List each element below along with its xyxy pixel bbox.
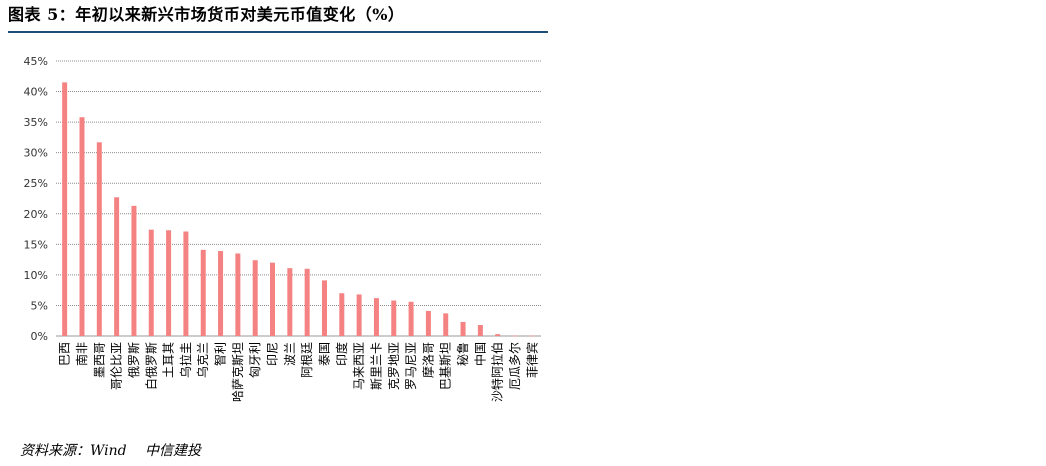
x-category-label: 秘鲁 [456,342,470,366]
y-tick-label: 45% [24,55,48,68]
y-tick-label: 10% [24,269,48,282]
bar-8 [200,249,206,336]
x-category-label: 巴基斯坦 [439,342,453,390]
bar-chart: 0% 5% 10% 15% 20% 25% 30% 35% 40% 45% 巴西 南非 墨西哥 哥伦比亚… [24,55,541,402]
bar-20 [408,301,414,336]
x-category-label: 斯里兰卡 [369,342,383,390]
y-tick-label: 35% [24,116,48,129]
bar-13 [287,268,293,336]
y-tick-label: 30% [24,147,48,160]
y-axis-ticks: 0% 5% 10% 15% 20% 25% 30% 35% 40% 45% [24,55,48,343]
x-category-label: 印度 [334,342,349,366]
bar-15 [321,280,327,336]
y-tick-label: 15% [24,238,48,251]
x-category-label: 乌拉圭 [178,342,193,378]
bar-11 [252,260,258,336]
bar-7 [183,231,189,336]
bar-14 [304,268,310,336]
x-category-label: 南非 [74,342,89,366]
bar-23 [460,321,466,336]
bar-18 [373,298,379,336]
x-category-label: 墨西哥 [92,342,106,378]
y-tick-label: 0% [31,330,48,343]
y-tick-label: 5% [31,299,48,312]
bars [62,82,535,337]
bar-22 [443,313,449,336]
x-category-label: 沙特阿拉伯 [490,342,505,402]
x-category-label: 土耳其 [162,342,176,378]
bar-16 [339,293,345,336]
x-category-label: 匈牙利 [248,342,262,378]
x-category-label: 白俄罗斯 [143,342,158,390]
bar-19 [391,300,397,336]
x-category-label: 阿根廷 [300,342,314,378]
x-category-label: 克罗地亚 [387,342,401,390]
bar-2 [96,142,102,336]
bar-24 [477,325,483,336]
x-category-label: 哈萨克斯坦 [231,342,245,402]
bar-12 [270,262,276,336]
x-category-label: 摩洛哥 [420,342,435,378]
x-category-label: 哥伦比亚 [109,342,124,390]
x-category-label: 菲律宾 [524,342,539,378]
x-category-label: 泰国 [317,342,331,366]
x-category-label: 马来西亚 [352,342,366,390]
title-divider [8,31,548,33]
x-category-label: 厄瓜多尔 [507,342,522,390]
x-category-label: 罗马尼亚 [404,342,418,390]
chart-title: 图表 5：年初以来新兴市场货币对美元币值变化（%） [8,5,405,24]
y-tick-label: 20% [24,208,48,221]
bar-3 [114,197,120,336]
x-category-label: 智利 [213,342,228,366]
x-axis-labels: 巴西 南非 墨西哥 哥伦比亚 俄罗斯 白俄罗斯 土耳其 乌拉圭 乌克兰 智利 哈萨克斯坦 匈牙利 印尼波… [58,342,540,402]
y-tick-label: 25% [24,177,48,190]
bar-25 [495,334,501,336]
bar-1 [79,117,85,336]
bar-0 [62,82,68,336]
x-category-label: 中国 [472,342,487,366]
bar-27 [529,335,535,337]
bar-10 [235,253,241,336]
x-category-label: 俄罗斯 [127,342,141,378]
bar-4 [131,205,137,336]
bar-6 [166,230,172,336]
x-category-label: 乌克兰 [195,342,210,378]
source-note: 资料来源：Wind 中信建投 [20,443,202,459]
x-category-label: 波兰 [283,342,297,366]
y-tick-label: 40% [24,86,48,99]
bar-17 [356,294,362,336]
grid-lines [56,60,541,337]
bar-9 [218,251,224,336]
bar-5 [148,229,154,336]
x-category-label: 印尼 [266,342,280,366]
bar-21 [425,310,431,336]
x-category-label: 巴西 [58,342,72,366]
bar-26 [512,335,518,337]
